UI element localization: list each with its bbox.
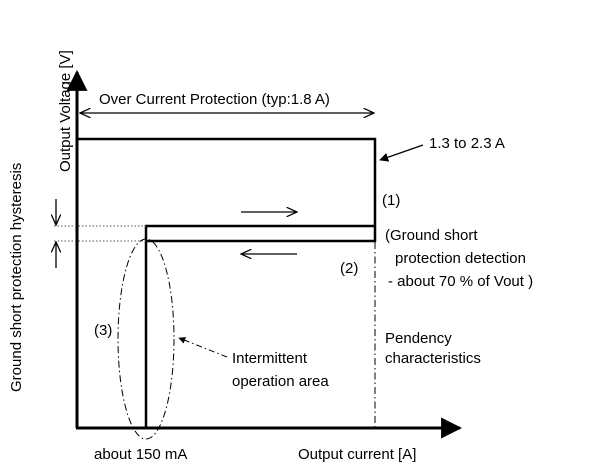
mark-1: (1) [382,192,400,209]
x-axis-label: Output current [A] [298,446,416,463]
y-axis-label: Output Voltage [V] [57,50,74,172]
range-pointer-arrow [379,144,424,162]
mark-3: (3) [94,322,112,339]
ground-short-note-line3: - about 70 % of Vout ) [388,273,533,290]
ground-short-note-line2: protection detection [395,250,526,267]
range-label: 1.3 to 2.3 A [429,135,505,152]
hysteresis-label: Ground short protection hysteresis [8,163,25,392]
ground-short-note-line1: (Ground short [385,227,478,244]
intermittent-label-line1: Intermittent [232,350,308,367]
pendency-label-line1: Pendency [385,330,452,347]
pendency-label-line2: characteristics [385,350,481,367]
ocp-label: Over Current Protection (typ:1.8 A) [99,91,330,108]
mark-2: (2) [340,260,358,277]
intermittent-label-line2: operation area [232,373,329,390]
intermittent-pointer-line [178,337,228,358]
intermittent-area-ellipse [117,238,175,440]
about-150ma-label: about 150 mA [94,446,187,463]
